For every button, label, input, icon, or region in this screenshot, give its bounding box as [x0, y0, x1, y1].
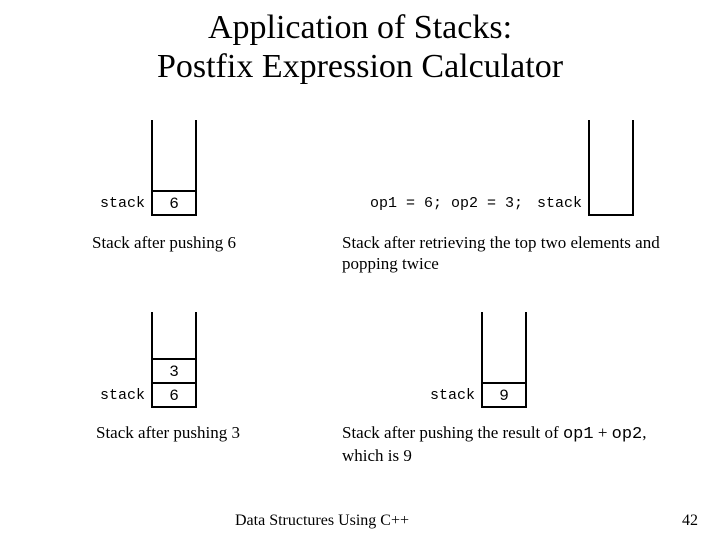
stack-label-2: stack	[537, 195, 582, 216]
stack-box-3: 36	[151, 312, 197, 408]
figure-1-caption: Stack after pushing 6	[92, 232, 292, 253]
figure-2-caption: Stack after retrieving the top two eleme…	[342, 232, 672, 275]
footer-text: Data Structures Using C++	[235, 512, 409, 530]
stack-label-3: stack	[100, 387, 145, 408]
figure-3: stack 36	[100, 312, 197, 408]
figure-4: stack 9	[430, 312, 527, 408]
figure-3-caption: Stack after pushing 3	[96, 422, 296, 443]
stack-cell: 6	[153, 382, 195, 406]
op-variables-text: op1 = 6; op2 = 3;	[370, 195, 523, 216]
page-number: 42	[682, 512, 698, 530]
figure-4-caption-pre: Stack after pushing the result of	[342, 423, 563, 442]
stack-label-1: stack	[100, 195, 145, 216]
title-line-2: Postfix Expression Calculator	[157, 48, 563, 85]
title-line-1: Application of Stacks:	[208, 9, 512, 46]
figure-4-caption: Stack after pushing the result of op1 + …	[342, 422, 682, 467]
stack-box-1: 6	[151, 120, 197, 216]
stack-label-4: stack	[430, 387, 475, 408]
figure-4-caption-mid: +	[594, 423, 612, 442]
figure-2: op1 = 6; op2 = 3; stack	[370, 120, 634, 216]
stack-cell: 9	[483, 382, 525, 406]
stack-box-4: 9	[481, 312, 527, 408]
stack-box-2	[588, 120, 634, 216]
slide-title: Application of Stacks: Postfix Expressio…	[0, 0, 720, 86]
figure-1: stack 6	[100, 120, 197, 216]
stack-cell: 3	[153, 358, 195, 382]
figure-4-code-op1: op1	[563, 425, 594, 444]
figure-4-code-op2: op2	[612, 425, 643, 444]
stack-cell: 6	[153, 190, 195, 214]
